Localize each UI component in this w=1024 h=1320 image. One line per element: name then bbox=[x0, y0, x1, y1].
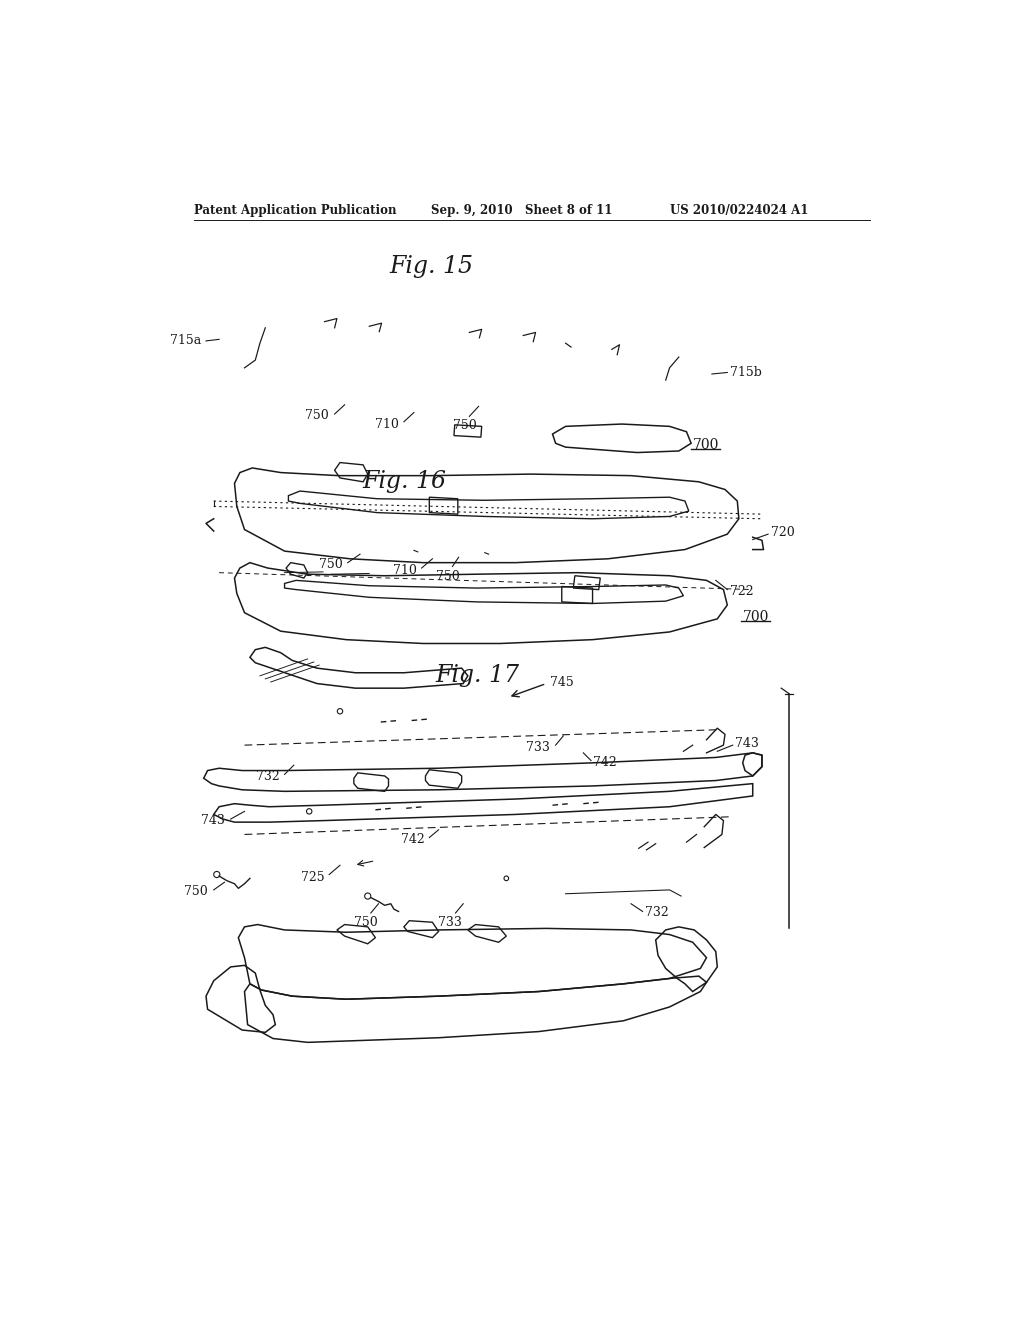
Text: Fig. 16: Fig. 16 bbox=[361, 470, 445, 494]
Text: 750: 750 bbox=[353, 916, 377, 929]
Text: 743: 743 bbox=[735, 737, 759, 750]
Text: Fig. 17: Fig. 17 bbox=[435, 664, 519, 688]
Text: 733: 733 bbox=[526, 741, 550, 754]
Text: Fig. 15: Fig. 15 bbox=[389, 255, 473, 277]
Text: 722: 722 bbox=[730, 585, 754, 598]
Text: 750: 750 bbox=[318, 558, 342, 572]
Text: 733: 733 bbox=[438, 916, 462, 929]
Text: 715b: 715b bbox=[730, 366, 762, 379]
Text: Patent Application Publication: Patent Application Publication bbox=[195, 205, 397, 218]
Text: 710: 710 bbox=[393, 564, 417, 577]
Text: 750: 750 bbox=[453, 418, 476, 432]
Text: 710: 710 bbox=[375, 417, 398, 430]
Text: 750: 750 bbox=[436, 570, 460, 582]
Text: US 2010/0224024 A1: US 2010/0224024 A1 bbox=[670, 205, 808, 218]
Text: 732: 732 bbox=[645, 907, 669, 920]
Text: 745: 745 bbox=[550, 676, 574, 689]
Text: 715a: 715a bbox=[170, 334, 202, 347]
Text: 750: 750 bbox=[305, 409, 330, 422]
Text: 720: 720 bbox=[771, 527, 795, 539]
Text: 732: 732 bbox=[256, 770, 280, 783]
Text: Sep. 9, 2010   Sheet 8 of 11: Sep. 9, 2010 Sheet 8 of 11 bbox=[431, 205, 612, 218]
Text: 700: 700 bbox=[693, 438, 720, 451]
Text: 742: 742 bbox=[593, 755, 616, 768]
Text: 743: 743 bbox=[201, 814, 224, 828]
Text: 700: 700 bbox=[742, 610, 769, 623]
Text: 725: 725 bbox=[301, 871, 325, 884]
Text: 742: 742 bbox=[401, 833, 425, 846]
Text: 750: 750 bbox=[184, 884, 208, 898]
